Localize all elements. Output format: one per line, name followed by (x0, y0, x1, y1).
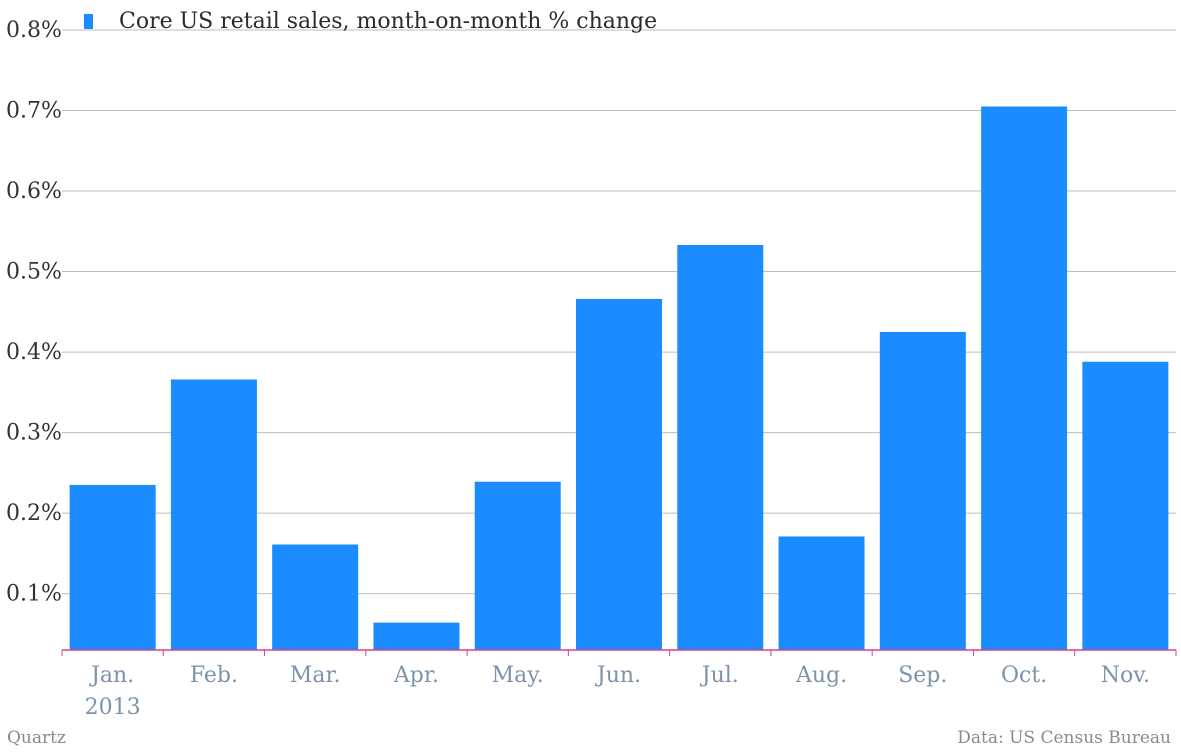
y-tick-label: 0.8% (6, 18, 62, 43)
y-tick-label: 0.4% (6, 340, 62, 365)
y-tick-label: 0.6% (6, 179, 62, 204)
x-tick-label: Jul. (700, 663, 739, 688)
y-tick-label: 0.2% (6, 501, 62, 526)
x-tick-label: Sep. (898, 663, 947, 688)
bar-sep (879, 331, 966, 650)
y-tick-label: 0.7% (6, 99, 62, 124)
brand-credit: Quartz (7, 728, 66, 748)
x-tick-label: Oct. (1001, 663, 1047, 688)
bar-jul (677, 244, 764, 651)
x-axis (61, 649, 1177, 656)
bar-may (474, 481, 561, 650)
data-source-credit: Data: US Census Bureau (957, 728, 1171, 748)
bars (69, 106, 1169, 651)
bar-feb (170, 379, 257, 650)
bar-apr (373, 622, 460, 650)
x-tick-label: Aug. (795, 663, 847, 688)
x-axis-ticks: Jan. 2013 Feb. Mar. Apr. May. Jun. Jul. Aug. Sep.… (85, 663, 1150, 720)
x-tick-label: Apr. (393, 663, 439, 688)
x-tick-label: Jan. (89, 663, 134, 688)
x-tick-label: Nov. (1101, 663, 1150, 688)
bar-oct (981, 106, 1068, 650)
bar-aug (778, 536, 865, 650)
legend: Core US retail sales, month-on-month % c… (84, 6, 657, 36)
x-tick-label: Jun. (595, 663, 641, 688)
legend-label: Core US retail sales, month-on-month % c… (119, 8, 658, 34)
x-tick-sublabel: 2013 (85, 695, 141, 720)
x-tick-label: Mar. (290, 663, 341, 688)
y-tick-label: 0.3% (6, 421, 62, 446)
x-tick-label: Feb. (190, 663, 238, 688)
y-axis-ticks: 0.1% 0.2% 0.3% 0.4% 0.5% 0.6% 0.7% 0.8% (6, 18, 62, 607)
bar-mar (272, 544, 359, 650)
y-tick-label: 0.5% (6, 260, 62, 285)
bar-jan (69, 484, 156, 650)
bar-jun (576, 298, 662, 650)
legend-swatch (84, 13, 93, 29)
y-tick-label: 0.1% (6, 582, 62, 607)
bar-nov (1082, 361, 1169, 650)
x-tick-label: May. (492, 663, 544, 688)
